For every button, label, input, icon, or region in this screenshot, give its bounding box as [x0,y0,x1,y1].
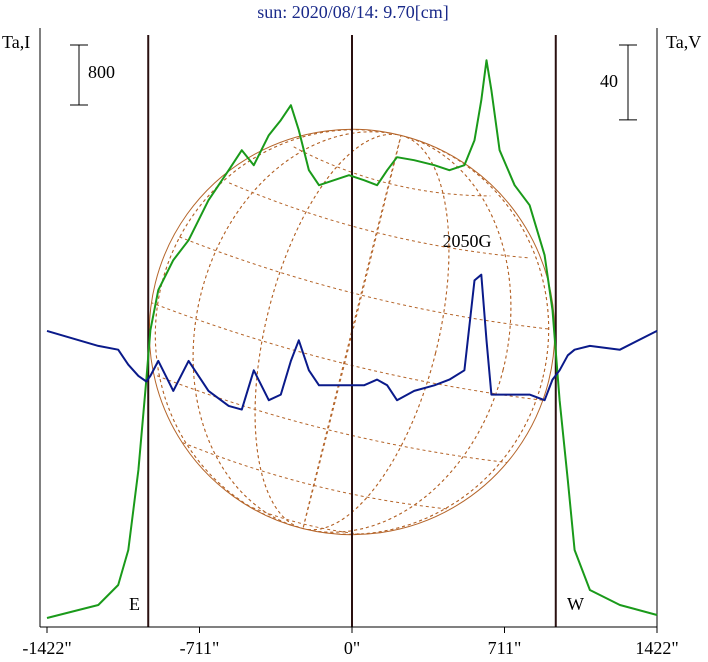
y-scale-label: 800 [88,62,115,82]
parallel [145,370,516,465]
annotation: 2050G [443,231,492,251]
west-label: W [567,594,584,614]
parallel [208,487,406,538]
series-line [46,273,658,411]
x-tick-label: 1422" [635,638,678,658]
parallel [165,435,468,512]
parallel [179,236,550,330]
parallel [293,146,491,197]
parallel [228,182,531,259]
parallel [150,301,544,401]
y2-label: Ta,V [666,32,701,52]
y2-scale-label: 40 [600,71,618,91]
chart-title: sun: 2020/08/14: 9.70[cm] [257,2,449,22]
x-tick-label: -711" [180,638,220,658]
x-tick-label: 711" [488,638,522,658]
x-tick-label: -1422" [22,638,71,658]
east-label: E [129,594,140,614]
y-label: Ta,I [2,32,30,52]
x-tick-label: 0" [344,638,360,658]
series-line [46,59,658,619]
